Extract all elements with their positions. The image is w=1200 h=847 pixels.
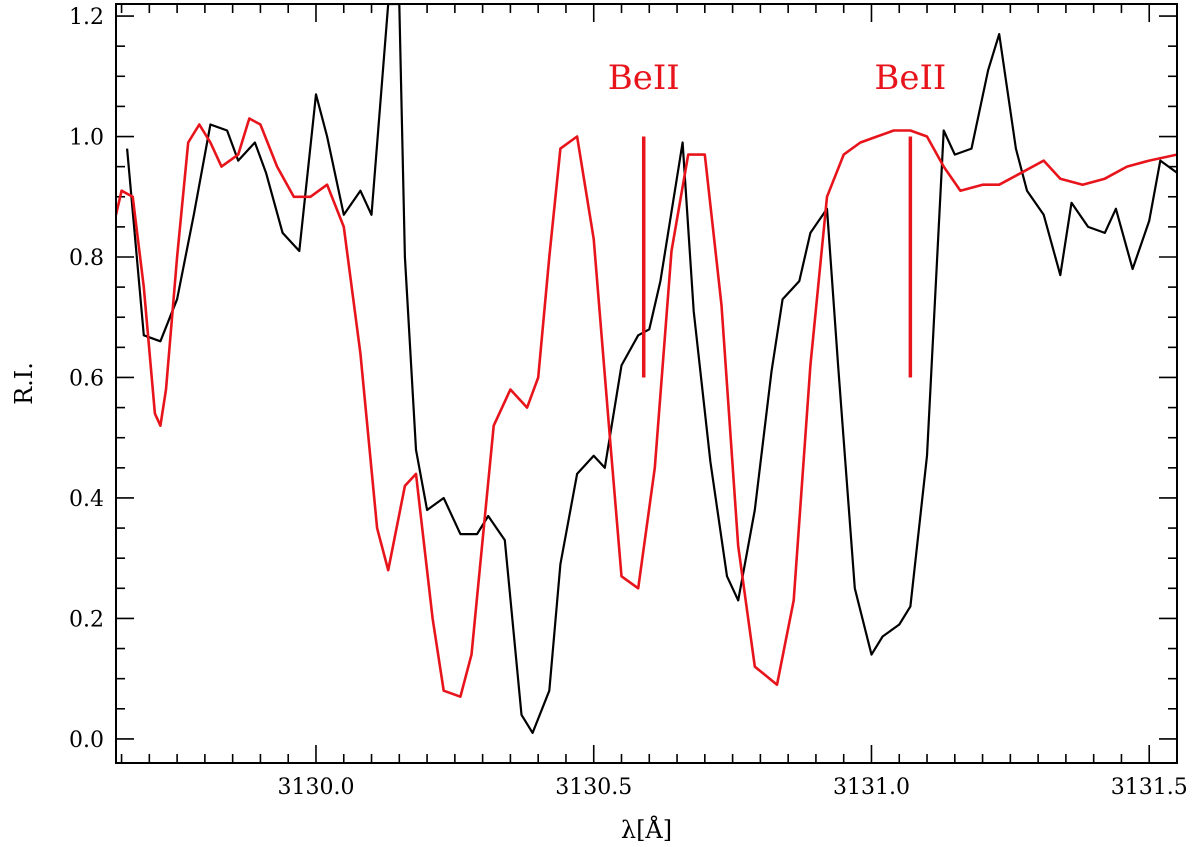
x-axis-label: λ[Å] bbox=[621, 815, 672, 844]
beii-label: BeII bbox=[874, 58, 946, 98]
y-tick-label: 0.2 bbox=[69, 607, 104, 632]
x-tick-label: 3130.0 bbox=[277, 775, 354, 800]
observed-spectrum-line bbox=[126, 4, 1177, 735]
plot-frame bbox=[115, 3, 1178, 764]
y-tick-label: 0.4 bbox=[69, 487, 104, 512]
y-tick-label: 1.0 bbox=[69, 126, 104, 151]
beii-label: BeII bbox=[608, 58, 680, 98]
series-group bbox=[116, 4, 1177, 735]
axis-ticks bbox=[116, 4, 1178, 763]
y-tick-label: 0.0 bbox=[69, 728, 104, 753]
y-tick-label: 0.8 bbox=[69, 246, 104, 271]
synthetic-spectrum-line bbox=[116, 117, 1177, 699]
annotation-group: BeII BeII bbox=[608, 58, 946, 378]
y-axis-label: R.I. bbox=[10, 362, 38, 405]
x-tick-label: 3131.5 bbox=[1111, 775, 1188, 800]
x-tick-label: 3131.0 bbox=[833, 775, 910, 800]
x-tick-label: 3130.5 bbox=[555, 775, 632, 800]
y-tick-label: 0.6 bbox=[69, 366, 104, 391]
y-tick-label: 1.2 bbox=[69, 5, 104, 30]
axis-tick-labels: 3130.0 3130.5 3131.0 3131.5 0.0 0.2 0.4 0.6 0.8 1… bbox=[69, 5, 1188, 800]
